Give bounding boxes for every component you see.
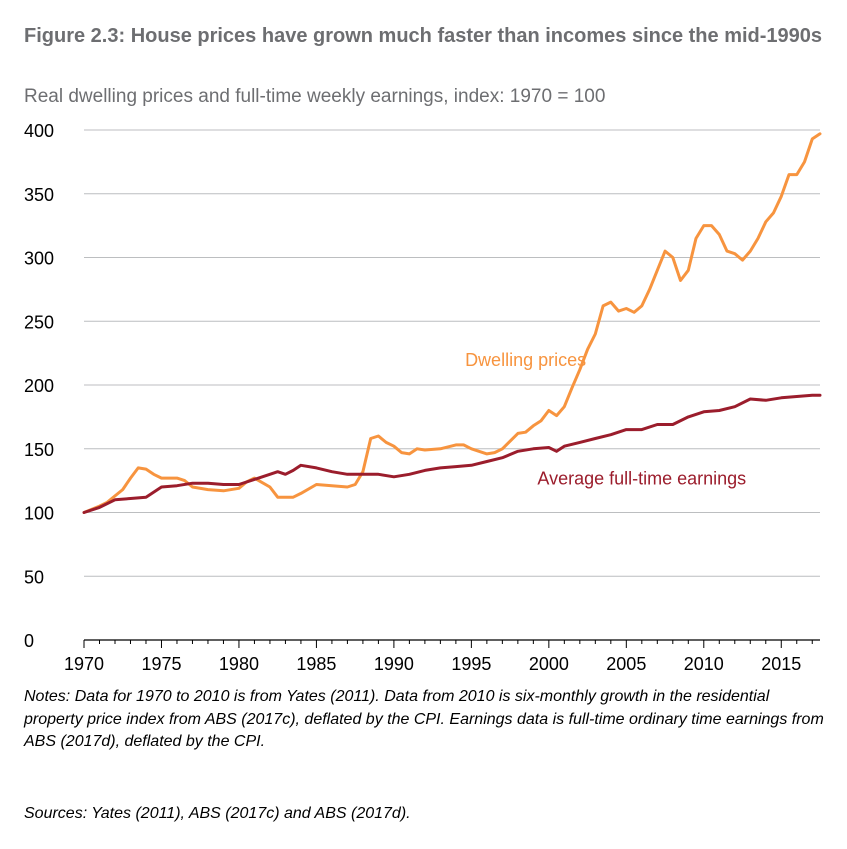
chart-subtitle: Real dwelling prices and full-time weekl… [24, 86, 606, 107]
y-tick-label: 50 [24, 567, 44, 587]
x-tick-label: 2005 [606, 654, 646, 674]
chart-title: Figure 2.3: House prices have grown much… [24, 25, 823, 47]
x-axis: 1970 1975 1980 1985 1990 1995 2000 2005 2010 2015 [64, 639, 820, 674]
earnings-line [82, 393, 822, 514]
y-axis: 0 50 100 150 200 250 300 350 400 [24, 121, 54, 651]
y-tick-label: 150 [24, 440, 54, 460]
y-tick-label: 0 [24, 631, 34, 651]
x-tick-label: 1980 [219, 654, 259, 674]
y-tick-label: 400 [24, 121, 54, 141]
y-tick-label: 100 [24, 504, 54, 524]
y-tick-label: 350 [24, 185, 54, 205]
x-tick-label: 1975 [141, 654, 181, 674]
x-tick-label: 1970 [64, 654, 104, 674]
x-tick-label: 2000 [529, 654, 569, 674]
x-tick-label: 1995 [451, 654, 491, 674]
y-tick-label: 300 [24, 249, 54, 269]
dwelling-prices-line [82, 132, 822, 514]
line-chart: 1970 1975 1980 1985 1990 1995 2000 2005 2010 2015… [24, 121, 822, 674]
x-tick-label: 2015 [761, 654, 801, 674]
x-tick-label: 1985 [296, 654, 336, 674]
annotations: Dwelling prices Average full-time earning… [465, 350, 746, 489]
x-tick-label: 2010 [684, 654, 724, 674]
chart-notes: Notes: Data for 1970 to 2010 is from Yat… [24, 688, 824, 750]
gridlines [84, 129, 820, 577]
y-tick-label: 250 [24, 312, 54, 332]
chart-sources: Sources: Yates (2011), ABS (2017c) and A… [24, 805, 411, 822]
y-tick-label: 200 [24, 376, 54, 396]
series-lines [82, 132, 822, 514]
x-tick-label: 1990 [374, 654, 414, 674]
dwelling-prices-label: Dwelling prices [465, 350, 586, 370]
earnings-label: Average full-time earnings [537, 468, 746, 488]
